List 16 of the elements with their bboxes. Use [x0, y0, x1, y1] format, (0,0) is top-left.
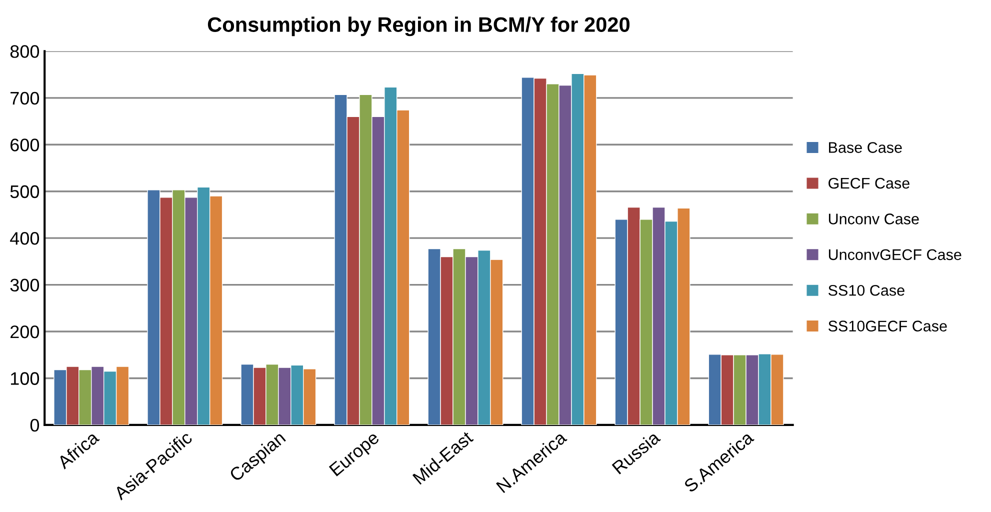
legend-label: SS10GECF Case — [828, 320, 947, 332]
legend-label: SS10 Case — [828, 284, 904, 296]
y-tick-label: 100 — [10, 372, 40, 385]
y-tick-label: 800 — [10, 45, 40, 58]
y-tick-label: 0 — [30, 418, 40, 432]
legend-label: Unconv Case — [828, 214, 919, 224]
y-tick-label: 200 — [10, 325, 40, 338]
y-tick-label: 700 — [10, 92, 40, 105]
legend-label: GECF Case — [828, 178, 910, 189]
y-tick-label: 600 — [10, 138, 40, 152]
legend-label: UnconvGECF Case — [828, 249, 962, 260]
legend-label: Base Case — [829, 142, 902, 153]
chart-title: Consumption by Region in BCM/Y for 2020 — [208, 16, 630, 36]
y-tick-label: 400 — [10, 232, 40, 245]
y-tick-label: 500 — [10, 185, 40, 198]
y-tick-label: 300 — [10, 278, 40, 292]
